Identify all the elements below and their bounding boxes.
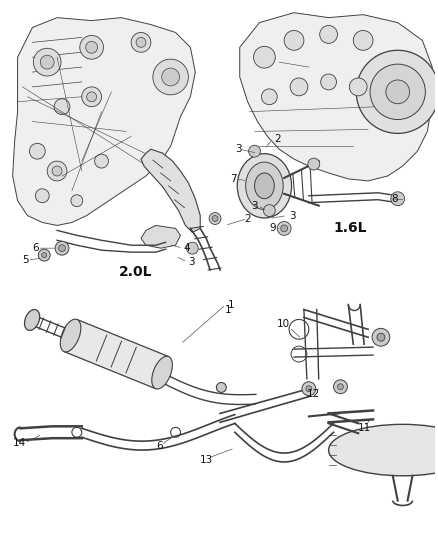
Ellipse shape [25, 310, 40, 330]
Circle shape [29, 143, 45, 159]
Circle shape [162, 68, 180, 86]
Text: 6: 6 [156, 441, 162, 451]
Circle shape [187, 243, 198, 254]
Circle shape [52, 166, 62, 176]
Ellipse shape [328, 424, 438, 476]
Circle shape [82, 87, 102, 107]
Circle shape [356, 50, 438, 133]
Circle shape [131, 33, 151, 52]
Circle shape [54, 99, 70, 115]
Circle shape [333, 380, 347, 394]
Text: 14: 14 [13, 438, 26, 448]
Circle shape [290, 78, 308, 96]
Text: 1: 1 [225, 304, 232, 314]
Circle shape [391, 192, 405, 206]
Circle shape [136, 37, 146, 47]
Circle shape [40, 55, 54, 69]
Circle shape [370, 64, 425, 119]
Circle shape [80, 35, 103, 59]
Circle shape [321, 74, 336, 90]
Text: 3: 3 [251, 200, 258, 211]
Circle shape [337, 384, 343, 390]
Circle shape [263, 205, 275, 216]
Text: 13: 13 [200, 455, 213, 465]
Polygon shape [141, 149, 200, 232]
Circle shape [153, 59, 188, 95]
Circle shape [281, 225, 288, 232]
Circle shape [47, 161, 67, 181]
Circle shape [212, 215, 218, 222]
Circle shape [308, 158, 320, 170]
Text: 3: 3 [188, 257, 195, 267]
Circle shape [377, 333, 385, 341]
Text: 3: 3 [235, 144, 241, 154]
Circle shape [306, 386, 312, 392]
Circle shape [35, 189, 49, 203]
Text: 3: 3 [289, 211, 296, 221]
Text: 1.6L: 1.6L [333, 221, 367, 236]
Circle shape [261, 89, 277, 104]
Polygon shape [64, 319, 169, 389]
Circle shape [372, 328, 390, 346]
Circle shape [350, 78, 367, 96]
Circle shape [38, 249, 50, 261]
Polygon shape [240, 13, 432, 181]
Ellipse shape [60, 319, 81, 352]
Text: 2: 2 [245, 214, 251, 223]
Ellipse shape [152, 356, 173, 389]
Ellipse shape [254, 173, 274, 199]
Circle shape [302, 382, 316, 395]
Circle shape [71, 195, 83, 207]
Text: 4: 4 [184, 243, 190, 253]
Circle shape [353, 30, 373, 50]
Circle shape [33, 49, 61, 76]
Circle shape [249, 146, 261, 157]
Text: 2.0L: 2.0L [119, 265, 153, 279]
Text: 10: 10 [277, 319, 290, 329]
Text: 7: 7 [230, 174, 237, 184]
Polygon shape [141, 225, 180, 248]
Circle shape [59, 245, 65, 252]
Circle shape [277, 222, 291, 236]
Text: 1: 1 [228, 300, 234, 310]
Text: 2: 2 [274, 134, 281, 144]
Circle shape [254, 46, 275, 68]
Circle shape [42, 253, 47, 257]
Text: 5: 5 [22, 255, 29, 265]
Circle shape [87, 92, 96, 102]
Circle shape [386, 80, 410, 104]
Circle shape [284, 30, 304, 50]
Circle shape [95, 154, 109, 168]
Text: 12: 12 [307, 389, 320, 399]
Text: 6: 6 [32, 243, 39, 253]
Ellipse shape [237, 154, 292, 218]
Text: 9: 9 [269, 223, 276, 233]
Circle shape [55, 241, 69, 255]
Circle shape [320, 26, 337, 43]
Ellipse shape [246, 162, 283, 209]
Circle shape [209, 213, 221, 224]
Polygon shape [13, 18, 195, 225]
Circle shape [216, 383, 226, 392]
Text: 11: 11 [358, 423, 371, 433]
Circle shape [86, 42, 98, 53]
Text: 8: 8 [391, 193, 397, 204]
